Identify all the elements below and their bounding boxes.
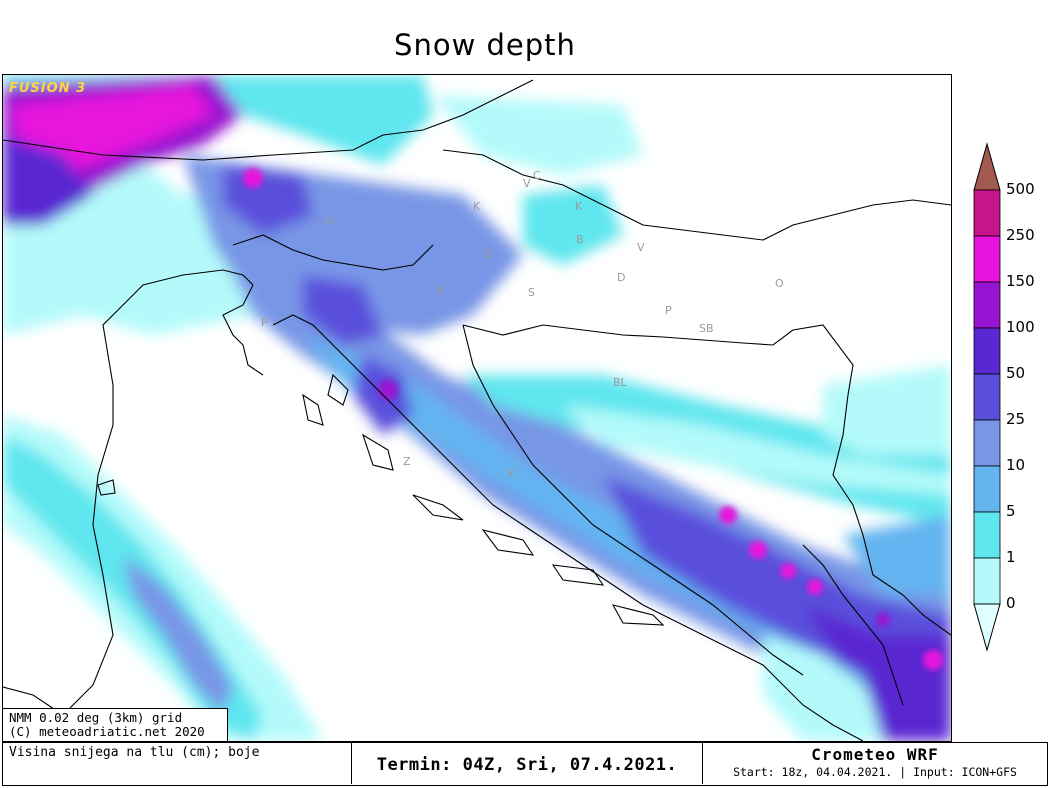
legend-swatch bbox=[973, 465, 1001, 513]
snow-field bbox=[3, 75, 951, 741]
copyright-note: (C) meteoadriatic.net 2020 bbox=[9, 724, 205, 739]
region-label: P bbox=[261, 316, 268, 329]
legend-swatch bbox=[973, 327, 1001, 375]
legend-level-label: 500 bbox=[1006, 180, 1035, 198]
map-panel: V C K K B V Z D O S P SB K LJ P BL K Z F… bbox=[2, 74, 952, 742]
legend-level-label: 10 bbox=[1006, 456, 1026, 474]
legend-swatch bbox=[973, 235, 1001, 283]
grid-info-box: NMM 0.02 deg (3km) grid (C) meteoadriati… bbox=[2, 708, 228, 742]
region-label: K bbox=[575, 200, 583, 213]
legend-level-label: 25 bbox=[1006, 410, 1026, 428]
legend-level-label: 150 bbox=[1006, 272, 1035, 290]
legend-level-label: 1 bbox=[1006, 548, 1016, 566]
grid-resolution-note: NMM 0.02 deg (3km) grid bbox=[9, 710, 183, 725]
legend-swatch bbox=[973, 373, 1001, 421]
region-label: K bbox=[508, 467, 516, 480]
legend-level-label: 0 bbox=[1006, 594, 1016, 612]
legend-colorbar bbox=[973, 142, 1001, 652]
snow-depth-map: V C K K B V Z D O S P SB K LJ P BL K Z bbox=[3, 75, 951, 741]
region-label: V bbox=[523, 177, 531, 190]
legend-swatch bbox=[973, 557, 1001, 605]
snow-hotspots bbox=[243, 168, 943, 670]
region-label: D bbox=[617, 271, 625, 284]
region-label: K bbox=[437, 284, 445, 297]
forecast-termin: Termin: 04Z, Sri, 07.4.2021. bbox=[351, 743, 703, 784]
fusion-brand-tag: FUSION 3 bbox=[9, 81, 87, 96]
legend-swatch bbox=[973, 189, 1001, 237]
region-label: O bbox=[775, 277, 784, 290]
footer-bar: Visina snijega na tlu (cm); boje Termin:… bbox=[2, 742, 1048, 786]
region-label: B bbox=[576, 233, 584, 246]
region-label: V bbox=[637, 241, 645, 254]
region-labels: V C K K B V Z D O S P SB K LJ P BL K Z bbox=[261, 169, 784, 480]
map-title: Snow depth bbox=[394, 28, 576, 62]
legend-swatch bbox=[973, 511, 1001, 559]
region-label: C bbox=[533, 169, 541, 182]
legend-arrow-top bbox=[973, 142, 1001, 191]
region-label: BL bbox=[613, 376, 628, 389]
model-run-meta: Start: 18z, 04.04.2021. | Input: ICON+GF… bbox=[733, 765, 1017, 779]
legend-level-label: 50 bbox=[1006, 364, 1026, 382]
legend-swatch bbox=[973, 281, 1001, 329]
region-label: SB bbox=[699, 322, 714, 335]
color-legend: 500 250 150 100 50 25 10 5 1 0 bbox=[970, 140, 1048, 660]
legend-arrow-bottom bbox=[973, 603, 1001, 652]
boundaries bbox=[3, 79, 951, 741]
legend-level-label: 100 bbox=[1006, 318, 1035, 336]
region-label: S bbox=[528, 286, 535, 299]
region-label: K bbox=[473, 200, 481, 213]
model-info: Crometeo WRF Start: 18z, 04.04.2021. | I… bbox=[703, 745, 1047, 779]
legend-level-label: 5 bbox=[1006, 502, 1016, 520]
variable-description: Visina snijega na tlu (cm); boje bbox=[9, 745, 260, 760]
legend-swatch bbox=[973, 419, 1001, 467]
legend-level-label: 250 bbox=[1006, 226, 1035, 244]
region-label: Z bbox=[403, 455, 411, 468]
region-label: P bbox=[665, 304, 672, 317]
model-brand: Crometeo WRF bbox=[811, 745, 939, 764]
region-label: LJ bbox=[325, 214, 334, 227]
region-label: Z bbox=[485, 247, 493, 260]
